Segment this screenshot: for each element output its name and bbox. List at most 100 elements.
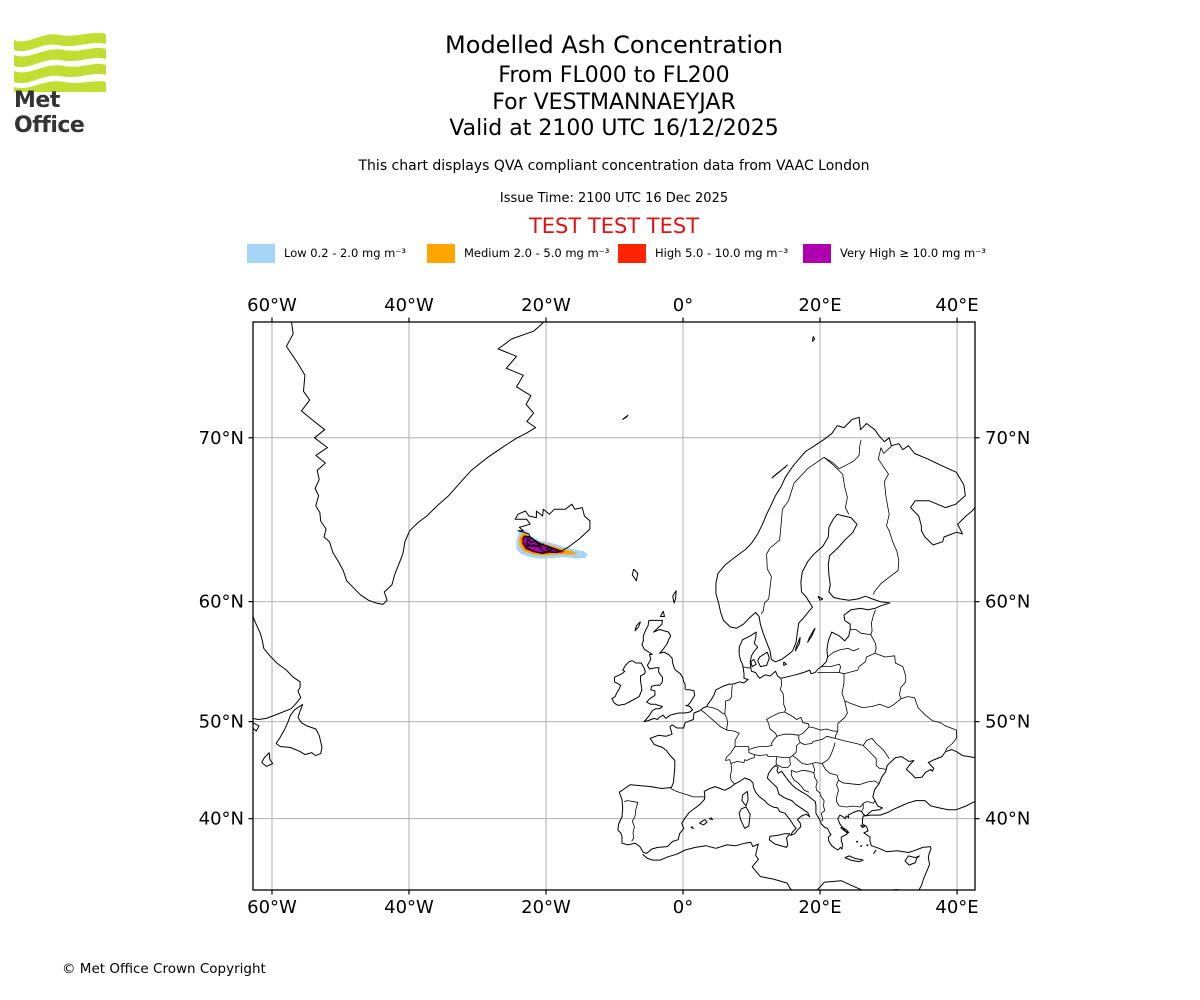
coastlines <box>253 322 975 890</box>
legend-swatch-medium <box>427 243 455 263</box>
coastline-faroe-islands <box>631 568 639 582</box>
lat-label-left: 70°N <box>199 428 244 449</box>
border-ukraine-romania-moldova <box>834 738 890 759</box>
border-germany-poland <box>779 678 787 713</box>
qva-note: This chart displays QVA compliant concen… <box>358 158 870 174</box>
border-netherlands-germany <box>724 685 733 715</box>
lat-label-left: 40°N <box>199 809 244 830</box>
lon-label-bottom: 0° <box>673 897 693 918</box>
volcano-subtitle: For VESTMANNAEYJAR <box>492 90 736 115</box>
lat-label-right: 50°N <box>985 712 1030 733</box>
coastline-funen <box>750 659 757 668</box>
coastline-north-africa-west <box>642 841 793 890</box>
lon-label-bottom: 20°E <box>798 897 841 918</box>
page-title: Modelled Ash Concentration <box>445 31 783 59</box>
border-lithuania-latvia <box>827 648 860 658</box>
lon-label-top: 40°W <box>384 295 434 316</box>
coastline-bornholm <box>783 661 787 666</box>
border-czechia-slovakia <box>798 726 810 736</box>
lon-label-top: 20°E <box>798 295 841 316</box>
border-romania-serbia-bulgaria <box>821 763 880 786</box>
border-france-italy <box>729 763 735 785</box>
border-latvia-estonia <box>850 629 871 635</box>
border-estonia-russia <box>870 609 876 635</box>
legend-item-very-high: Very High ≥ 10.0 mg m⁻³ <box>803 243 986 263</box>
border-germany-austria <box>748 736 778 750</box>
issue-time: Issue Time: 2100 UTC 16 Dec 2025 <box>499 191 729 206</box>
border-spain-france <box>670 788 705 798</box>
legend-item-high: High 5.0 - 10.0 mg m⁻³ <box>618 243 788 263</box>
coastline-cyclades-1 <box>855 840 859 843</box>
border-norway-russia <box>880 445 893 454</box>
lon-label-top: 40°E <box>935 295 978 316</box>
border-belarus-ukraine <box>844 698 902 708</box>
border-croatia-bosnia <box>791 769 815 774</box>
coastline-shetland <box>672 590 677 604</box>
coastline-ireland <box>611 660 646 706</box>
coastline-iceland <box>514 503 591 554</box>
coastline-labrador <box>253 616 302 720</box>
legend-label-low: Low 0.2 - 2.0 mg m⁻³ <box>284 246 407 260</box>
coastline-corsica <box>741 790 749 807</box>
axis-labels: 60°W 60°W 40°W 40°W 20°W 20°W 0° 0° 20°E 20°E 40°E… <box>199 295 1031 918</box>
copyright-notice: © Met Office Crown Copyright <box>62 961 266 977</box>
coastline-mallorca <box>699 819 708 826</box>
lon-label-top: 0° <box>673 295 693 316</box>
border-slovenia-croatia <box>776 757 791 768</box>
flight-level-subtitle: From FL000 to FL200 <box>498 63 730 88</box>
border-spain-portugal <box>623 800 639 842</box>
coastline-sicily <box>768 833 791 848</box>
coastline-great-britain <box>641 619 696 723</box>
legend-item-low: Low 0.2 - 2.0 mg m⁻³ <box>247 243 406 263</box>
valid-time-subtitle: Valid at 2100 UTC 16/12/2025 <box>449 116 779 141</box>
map-frame <box>252 321 976 891</box>
legend-label-very-high: Very High ≥ 10.0 mg m⁻³ <box>840 246 986 260</box>
border-bulgaria-greece <box>839 803 864 808</box>
lat-label-right: 40°N <box>985 809 1030 830</box>
legend-swatch-very-high <box>803 243 831 263</box>
ash-contour-mark <box>525 537 545 546</box>
border-finland-russia <box>873 447 900 595</box>
lon-label-bottom: 40°E <box>935 897 978 918</box>
coastline-oland <box>794 637 801 652</box>
coastline-zealand <box>757 651 770 668</box>
coastline-cyclades-2 <box>860 845 863 848</box>
lon-label-bottom: 40°W <box>384 897 434 918</box>
coastline-dodecanese <box>866 844 869 847</box>
coastline-rhodes <box>873 849 877 854</box>
border-slovakia-hungary <box>800 735 836 745</box>
border-austria-czechia <box>776 733 799 737</box>
border-poland-east <box>817 672 848 732</box>
border-germany-denmark <box>742 666 751 669</box>
axis-ticks <box>248 317 980 895</box>
border-belgium-netherlands <box>706 706 725 715</box>
lon-label-top: 20°W <box>521 295 571 316</box>
coastline-eurasia-mainland <box>617 416 975 854</box>
coastline-white-sea <box>910 472 975 546</box>
coastline-bear-island <box>812 336 816 342</box>
border-hungary-south <box>792 742 836 765</box>
border-belarus-russia <box>874 652 907 699</box>
coastline-anticosti <box>253 722 260 732</box>
coastline-euboea <box>840 827 850 834</box>
legend-swatch-low <box>247 243 275 263</box>
border-norway-sweden <box>760 456 825 615</box>
met-office-logo-waves <box>14 32 106 92</box>
lon-label-top: 60°W <box>247 295 297 316</box>
border-latvia-lithuania-belarus <box>843 634 877 675</box>
border-serbia-west <box>812 763 826 822</box>
border-moldova-romania <box>862 745 887 770</box>
lat-label-right: 70°N <box>985 428 1030 449</box>
coastline-anatolia-levant <box>862 800 975 890</box>
coastline-menorca <box>708 817 713 821</box>
border-austria-italy-slovenia <box>754 754 793 758</box>
coastline-newfoundland <box>275 703 323 757</box>
border-ukraine-russia <box>900 696 957 751</box>
coastline-ibiza <box>690 826 694 829</box>
coastline-cape-breton <box>261 752 274 767</box>
legend-swatch-high <box>618 243 646 263</box>
coastline-sardinia <box>738 806 751 829</box>
coastline-aland <box>817 595 824 601</box>
border-sweden-finland <box>823 456 850 515</box>
